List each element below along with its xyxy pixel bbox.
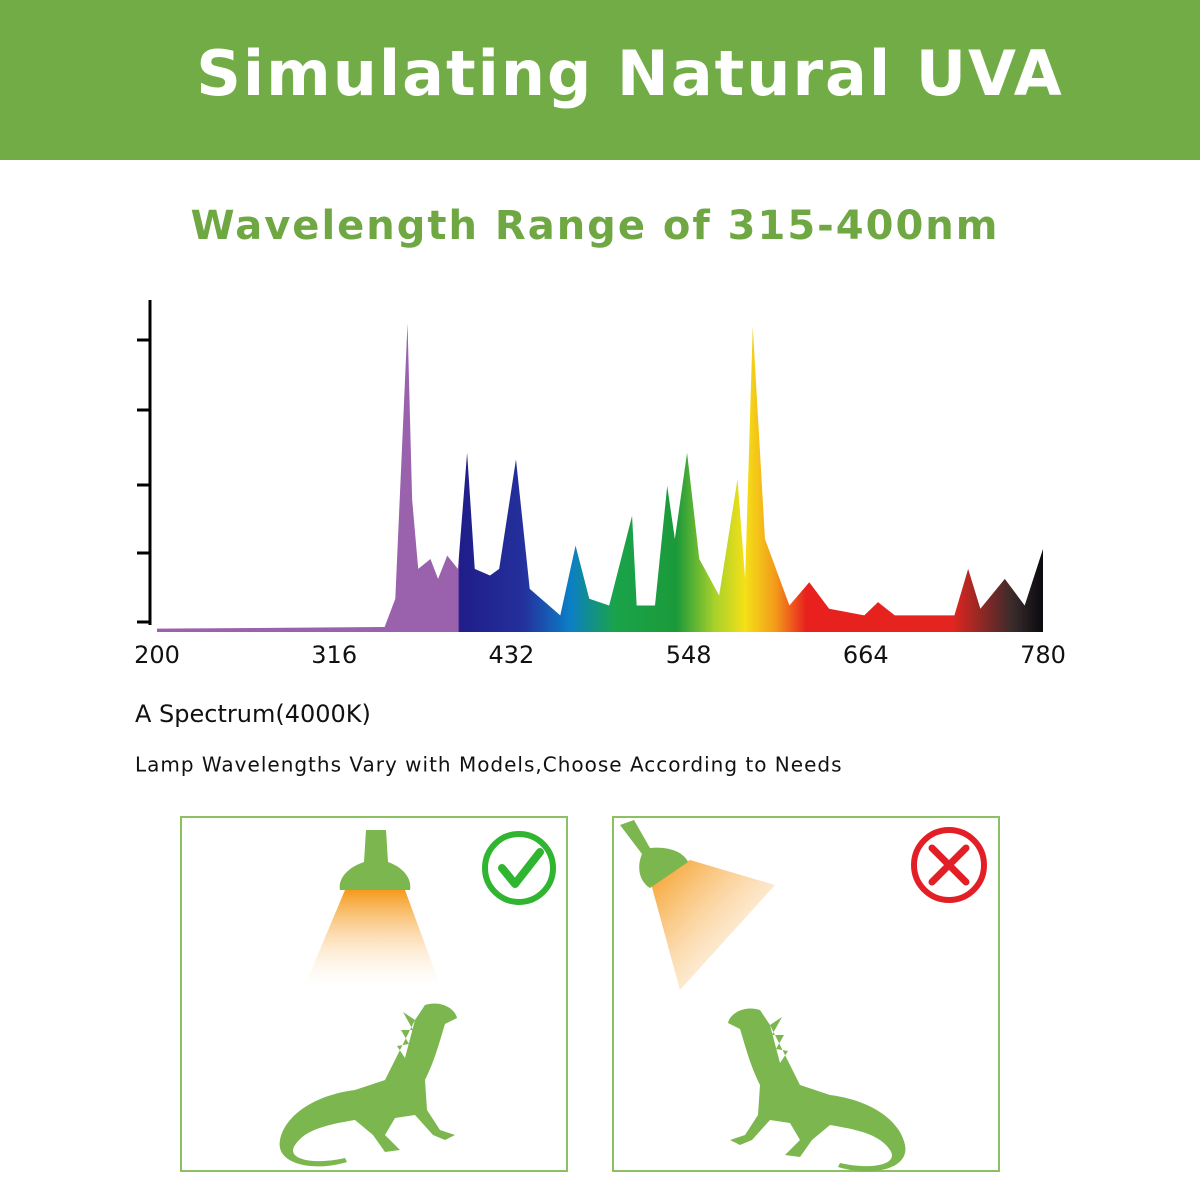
caption: A Spectrum(4000K)	[135, 700, 371, 728]
spectrum-chart: 200 316 432 548 664 780	[134, 300, 1066, 669]
x-tick-label: 432	[488, 641, 534, 669]
x-tick-label: 780	[1020, 641, 1066, 669]
good-panel	[180, 816, 568, 1172]
x-tick-label: 200	[134, 641, 180, 669]
x-tick-label: 664	[843, 641, 889, 669]
title: Simulating Natural UVA	[196, 37, 1064, 110]
y-axis-ticks	[137, 338, 150, 624]
note: Lamp Wavelengths Vary with Models,Choose…	[135, 753, 843, 777]
spectrum-area	[157, 323, 1043, 632]
header-band	[0, 0, 1200, 160]
x-tick-label: 316	[311, 641, 357, 669]
x-tick-label: 548	[666, 641, 712, 669]
bad-panel	[612, 816, 1000, 1172]
subtitle: Wavelength Range of 315-400nm	[191, 203, 1000, 249]
